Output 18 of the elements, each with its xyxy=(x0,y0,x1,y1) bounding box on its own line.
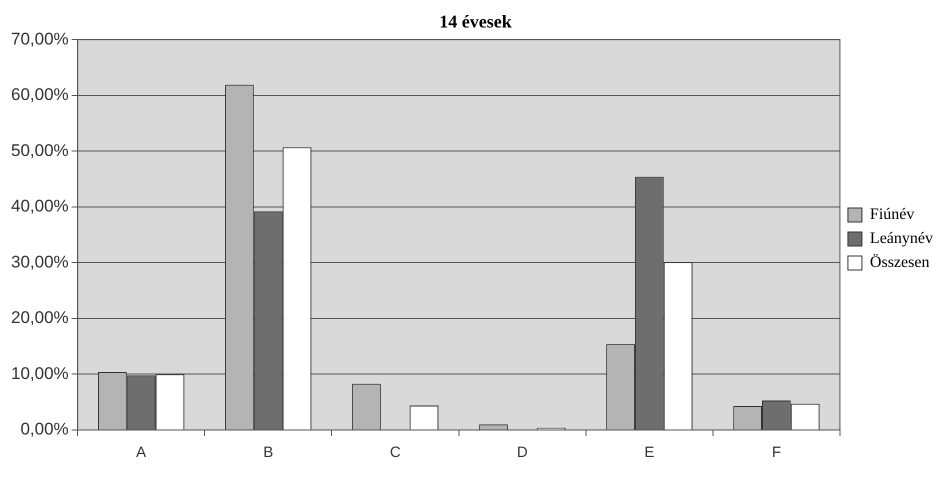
y-tick-label: 10,00% xyxy=(10,364,69,383)
legend-label: Fiúnév xyxy=(870,206,914,224)
x-tick-label: D xyxy=(516,444,528,462)
legend-label: Leánynév xyxy=(870,230,933,248)
x-tick-label: C xyxy=(390,444,401,462)
x-tick-label: A xyxy=(136,444,146,462)
x-tick-label: B xyxy=(263,444,274,462)
y-tick-label: 0,00% xyxy=(20,420,69,439)
y-tick-label: 40,00% xyxy=(10,196,69,216)
y-tick-label: 50,00% xyxy=(10,140,69,160)
legend-label: Összesen xyxy=(870,254,930,272)
y-tick-label: 20,00% xyxy=(10,308,69,328)
x-tick-label: F xyxy=(772,444,781,462)
y-tick-label: 60,00% xyxy=(10,85,69,104)
x-tick-label: E xyxy=(644,444,654,462)
chart-title: 14 évesek xyxy=(439,11,512,32)
y-tick-label: 70,00% xyxy=(10,29,69,48)
y-tick-label: 30,00% xyxy=(10,252,69,272)
